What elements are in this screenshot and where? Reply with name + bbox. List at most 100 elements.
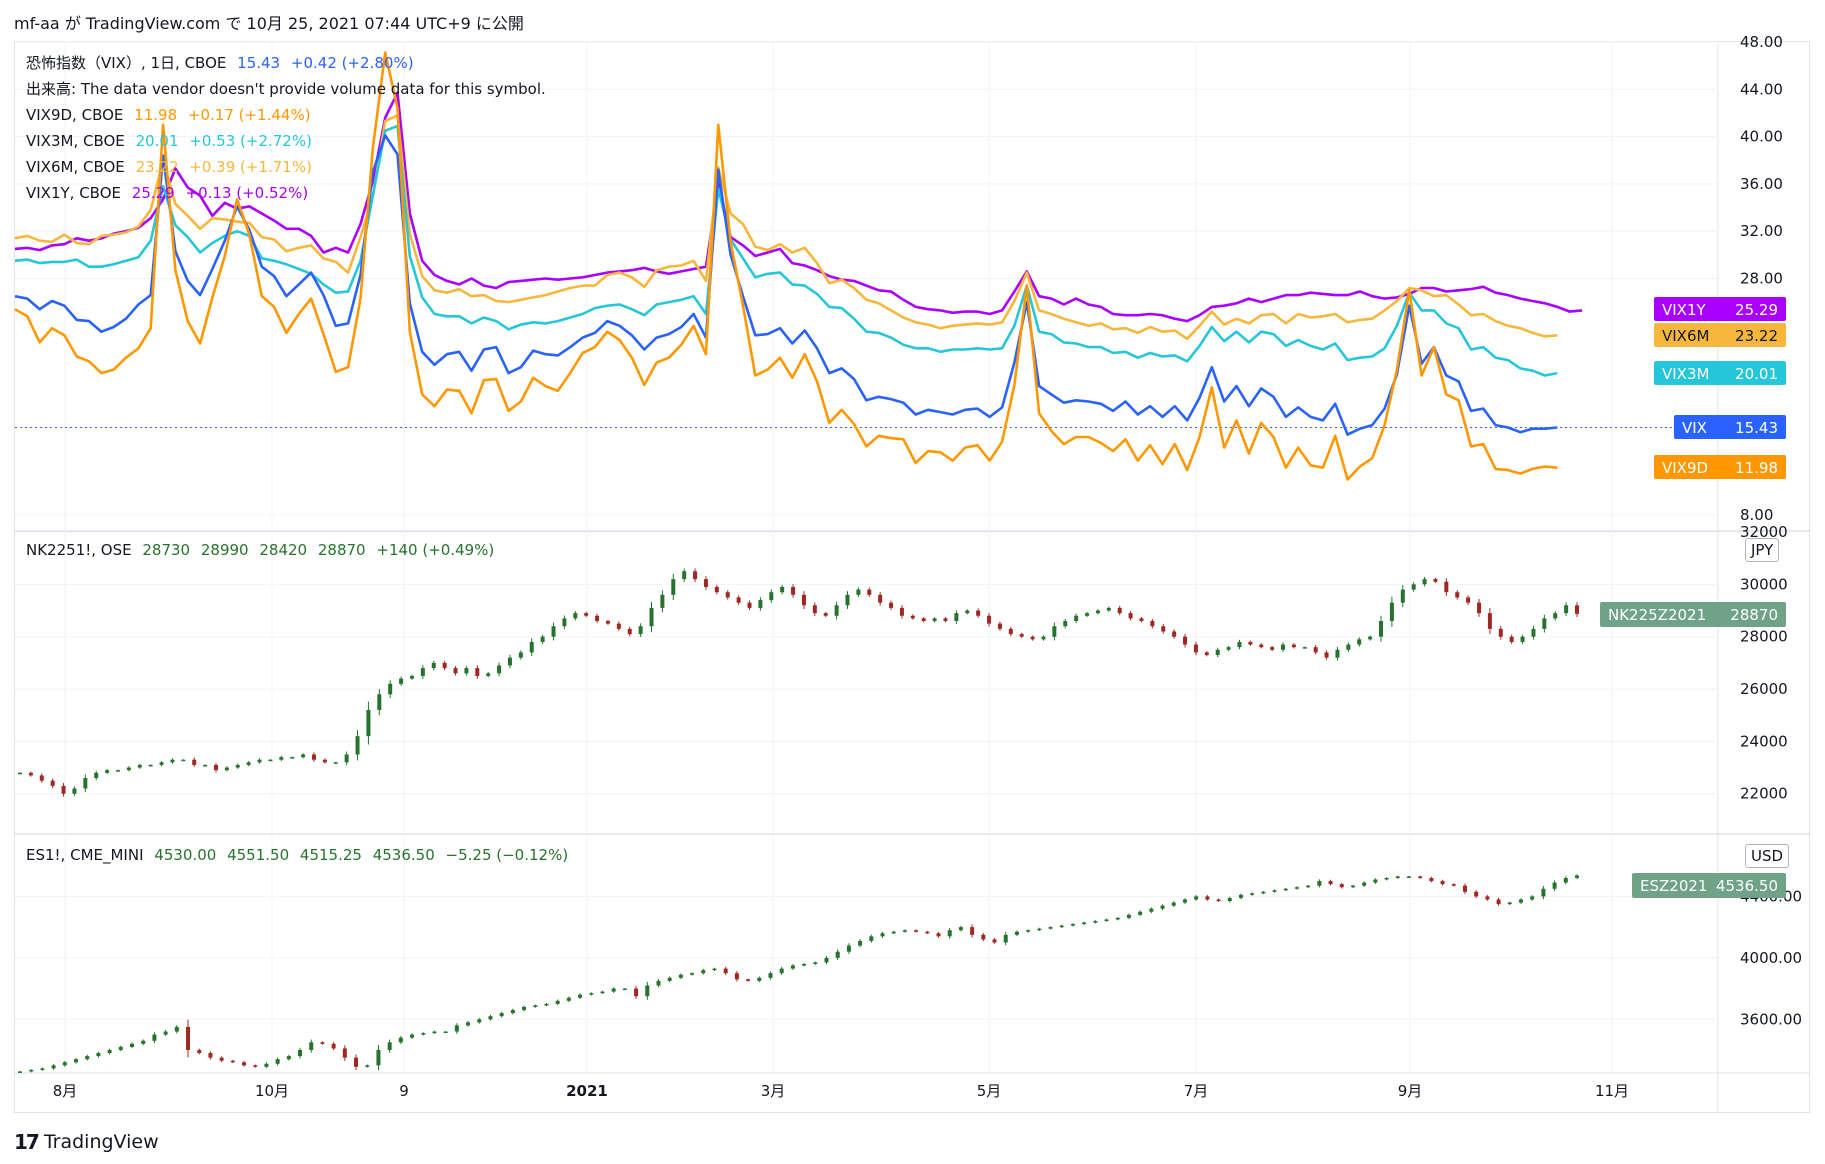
nk-candle-body [932,618,937,621]
nk-candle-body [584,613,589,616]
nk-candle-body [268,759,273,762]
es-candle-body [1250,893,1255,895]
footer-brand[interactable]: 17 TradingView [14,1130,159,1154]
nk-candle-body [1411,584,1416,590]
nk-candle-body [671,579,676,595]
publish-line: mf-aa が TradingView.com で 10月 25, 2021 0… [14,14,524,33]
nk-candle-body [1030,636,1035,640]
es-candle-body [410,1034,415,1038]
nk-candle-body [246,762,251,765]
nk-candle-body [170,759,175,763]
nk-candle-body [910,615,915,619]
es-candle-body [163,1031,168,1035]
nk-candle-body [780,586,785,593]
nk-candle-body [976,610,981,616]
nk-candle-body [616,623,621,629]
nk-candle-body [725,592,730,598]
nk-axis-tick-label: 24000 [1740,732,1788,750]
es-candle-body [96,1053,101,1057]
es-candle-body [802,963,807,966]
legend-vix3m-name: VIX3M, CBOE [26,132,125,150]
es-candle-body [275,1059,280,1064]
legend-es[interactable]: ES1!, CME_MINI 4530.00 4551.50 4515.25 4… [26,842,574,868]
nk-candle-body [355,736,360,755]
es-candle-body [1138,911,1143,915]
es-candle-body [1003,934,1008,943]
nk-candle-body [1520,636,1525,642]
es-candle-body [667,977,672,981]
time-axis-label: 2021 [566,1082,608,1100]
time-axis-label: 11月 [1595,1082,1629,1100]
es-candle-body [1575,875,1579,878]
nk-candle-body [834,605,839,616]
nk-candle-body [366,709,371,737]
legend-es-name: ES1!, CME_MINI [26,846,144,864]
es-candle-body [208,1053,213,1058]
nk-candle-body [1226,647,1231,650]
price-tag-vix9d-name: VIX9D [1662,459,1708,477]
vix-axis-tick-label: 28.00 [1740,270,1783,288]
legend-vix3m[interactable]: VIX3M, CBOE 20.01 +0.53 (+2.72%) [26,128,318,154]
price-tag-vix1y [1654,297,1786,321]
es-candle-body [902,930,907,932]
nk-candle-body [1444,581,1449,593]
nk-candle-body [605,620,610,624]
es-candle-body [354,1057,359,1067]
time-axis-label: 9月 [1398,1082,1423,1100]
es-candle-body [85,1056,90,1060]
es-candle-body [768,973,773,978]
nk-candle-body [159,762,164,765]
es-candle-body [1440,881,1445,885]
es-candle-body [846,945,851,952]
legend-nk-open: 28730 [142,541,191,559]
legend-vix6m[interactable]: VIX6M, CBOE 23.22 +0.39 (+1.71%) [26,154,318,180]
nk-candle-body [529,641,534,653]
nk-candle-body [758,600,763,608]
es-candle-body [869,936,874,941]
es-candle-body [1261,891,1266,894]
nk-candle-body [899,607,904,616]
nk-candle-body [28,772,33,776]
es-candle-body [1126,914,1131,918]
nk-candle-body [682,571,687,580]
legend-vix[interactable]: 恐怖指数（VIX）, 1日, CBOE 15.43 +0.42 (+2.80%) [26,50,420,76]
nk-candle-body [562,618,567,627]
es-candle-body [1350,885,1355,888]
nk-candle-body [1117,607,1122,614]
es-candle-body [1070,924,1075,926]
nk-candle-body [1291,644,1296,648]
nk-candle-body [540,636,545,642]
unit-jpy[interactable]: JPY [1745,538,1780,562]
nk-candle-body [965,610,970,614]
es-candle-body [1451,884,1456,886]
nk-candle-body [1095,610,1100,614]
es-candle-body [555,1000,560,1004]
nk-axis-tick-label: 22000 [1740,785,1788,803]
es-candle-body [1485,896,1490,900]
es-candle-body [734,973,739,980]
es-candle-body [40,1068,45,1070]
nk-candle-body [431,662,436,669]
nk-candle-body [1313,647,1318,653]
nk-candle-body [224,767,229,771]
es-candle-body [197,1049,202,1054]
nk-candle-body [290,757,295,759]
es-candle-body [174,1026,179,1032]
nk-candle-body [595,615,600,621]
nk-candle-body [987,615,992,624]
legend-vix1y-change: +0.13 (+0.52%) [185,184,309,202]
legend-vix9d[interactable]: VIX9D, CBOE 11.98 +0.17 (+1.44%) [26,102,317,128]
es-candle-body [947,930,952,937]
legend-nk[interactable]: NK2251!, OSE 28730 28990 28420 28870 +14… [26,537,500,563]
unit-usd[interactable]: USD [1745,844,1790,868]
legend-vix1y[interactable]: VIX1Y, CBOE 25.29 +0.13 (+0.52%) [26,180,314,206]
es-candle-body [298,1049,303,1057]
nk-candle-body [475,668,480,676]
nk-candle-body [1237,641,1242,648]
nk-candle-body [1400,589,1405,603]
es-candle-body [1418,876,1423,878]
nk-candle-body [1074,615,1079,621]
es-candle-body [1205,896,1210,900]
series-line-vix [14,134,1558,436]
